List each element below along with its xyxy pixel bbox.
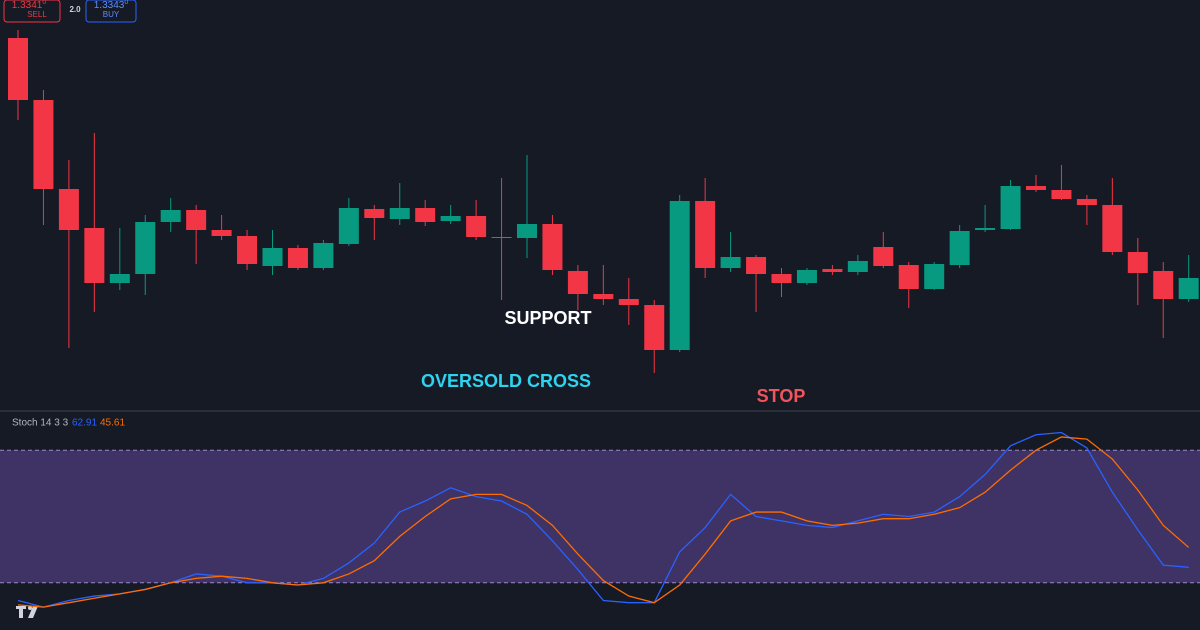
buy-button[interactable] [85, 0, 137, 23]
candle-body [822, 269, 843, 272]
candle-body [517, 224, 537, 238]
stoch-line [17, 436, 1190, 608]
candle-body [84, 228, 105, 283]
candle-body [1102, 205, 1123, 252]
candle-body [1051, 190, 1072, 199]
sell-price-sup: 0 [42, 0, 46, 6]
candle-body [287, 248, 308, 268]
candle-body [58, 189, 79, 230]
candle-body [211, 230, 232, 236]
candle-body [644, 305, 665, 350]
spread: 2.0 [69, 5, 81, 14]
candle-body [1000, 186, 1021, 229]
candle-body [796, 270, 817, 283]
candle-body [237, 236, 258, 264]
candle-body [491, 237, 512, 238]
candle-body [847, 261, 868, 272]
candle-body [338, 208, 359, 244]
candle-body [1127, 252, 1148, 273]
annotation: SUPPORT [504, 308, 591, 328]
candle-body [720, 257, 741, 268]
candle-body [186, 210, 207, 230]
stoch-line [17, 431, 1189, 608]
stoch-k-value: 62.91 [72, 418, 97, 429]
candle-body [771, 274, 792, 283]
candle-body [33, 100, 54, 189]
stoch-title: Stoch 14 3 3 [12, 418, 69, 429]
sell-price: 1.33410 [12, 0, 47, 11]
candle-body [160, 210, 181, 222]
candle-body [873, 247, 894, 266]
candle-body [593, 294, 614, 299]
candle-body [1076, 199, 1097, 205]
candle-body [1178, 278, 1199, 299]
candle-body [313, 243, 334, 268]
candle-body [135, 222, 156, 274]
candle-body [466, 216, 487, 237]
candle-body [440, 216, 461, 221]
candle-body [975, 228, 996, 230]
sell-price-main: 1.3341 [12, 0, 43, 11]
candle-body [8, 38, 28, 100]
annotation: OVERSOLD CROSS [421, 371, 591, 391]
candle-body [1026, 186, 1046, 190]
candle-body [695, 201, 716, 268]
sell-label: SELL [27, 10, 47, 19]
buy-price-sup: 0 [124, 0, 128, 6]
buy-label: BUY [103, 10, 120, 19]
candle-body [415, 208, 436, 222]
candle-body [949, 231, 970, 265]
annotation: STOP [757, 386, 806, 406]
overbought-oversold-band [0, 450, 1200, 583]
candle-body [262, 248, 283, 266]
candle-body [109, 274, 130, 283]
sell-button[interactable] [3, 0, 61, 23]
candle-body [389, 208, 410, 219]
candle-body [924, 264, 945, 289]
candle-body [746, 257, 767, 274]
candle-body [618, 299, 639, 305]
candle-body [898, 265, 919, 289]
candle-body [364, 209, 385, 218]
candle-body [542, 224, 563, 270]
buy-price-main: 1.3343 [94, 0, 125, 11]
logo [16, 606, 38, 618]
candle-body [1153, 271, 1174, 299]
candle-body [669, 201, 690, 350]
buy-price: 1.33430 [94, 0, 129, 11]
candle-body [567, 271, 588, 294]
stoch-d-value: 45.61 [100, 418, 125, 429]
